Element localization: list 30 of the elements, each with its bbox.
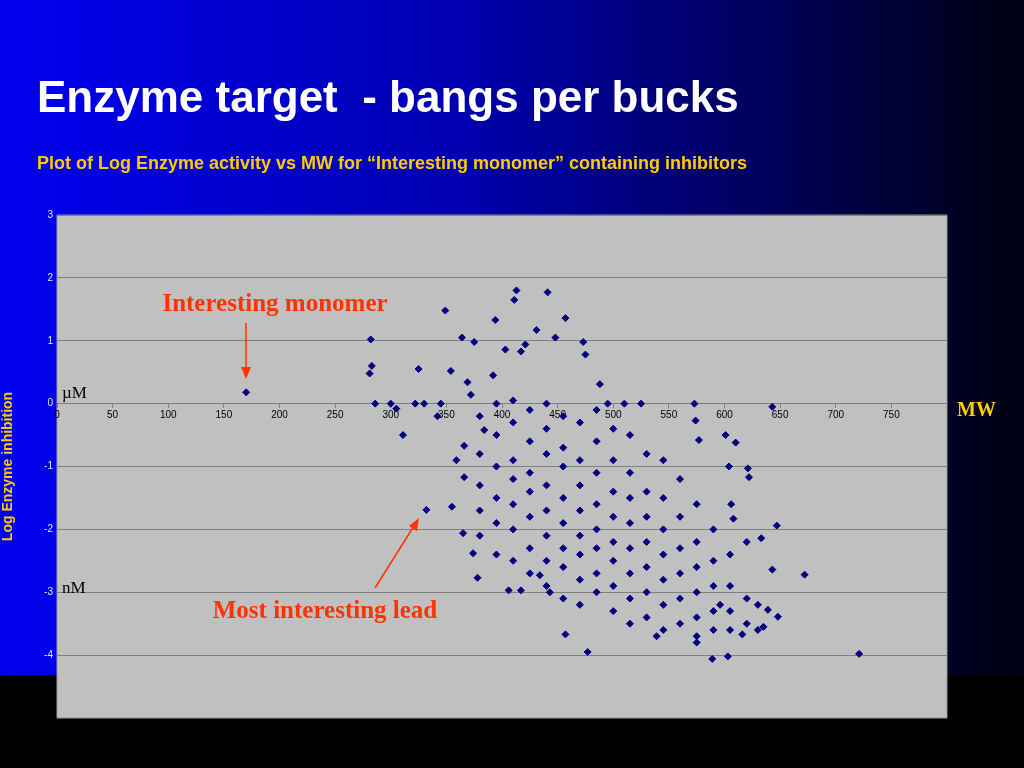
annotation: Most interesting lead <box>212 596 438 624</box>
y-tick-label: 3 <box>47 208 54 220</box>
y-tick-label: -3 <box>44 586 54 597</box>
x-tick-label: 600 <box>716 409 734 421</box>
y-axis-title: Log Enzyme inhibition <box>0 391 16 542</box>
y-tick-label: -2 <box>44 523 54 535</box>
x-tick-label: 350 <box>438 409 456 421</box>
y-tick-label: -1 <box>44 460 54 472</box>
x-tick-label: 750 <box>883 409 901 421</box>
y-tick-label: 1 <box>47 334 54 346</box>
x-tick-label: 150 <box>215 409 233 421</box>
x-tick-label: 400 <box>493 409 511 421</box>
annotation: nM <box>62 577 86 597</box>
y-tick-label: -4 <box>44 648 54 660</box>
x-axis-title: MW <box>957 397 996 420</box>
x-tick-label: 50 <box>107 409 119 421</box>
annotation: µM <box>62 382 87 402</box>
x-tick-label: 200 <box>271 409 289 421</box>
y-tick-label: 2 <box>47 271 54 283</box>
x-tick-label: 500 <box>604 409 623 421</box>
annotation: Interesting monomer <box>162 289 388 317</box>
x-tick-label: 250 <box>326 409 344 421</box>
x-tick-label: 700 <box>827 409 845 421</box>
x-tick-label: 550 <box>660 409 678 421</box>
x-tick-label: 100 <box>159 409 178 421</box>
y-tick-label: 0 <box>47 397 54 409</box>
chart-subtitle: Plot of Log Enzyme activity vs MW for “Interesting monomer” containing inhibitors <box>37 153 748 174</box>
chart-title: Enzyme target - bangs per bucks <box>37 72 739 122</box>
x-tick-label: 650 <box>771 409 789 421</box>
x-tick-label: 300 <box>382 409 400 421</box>
